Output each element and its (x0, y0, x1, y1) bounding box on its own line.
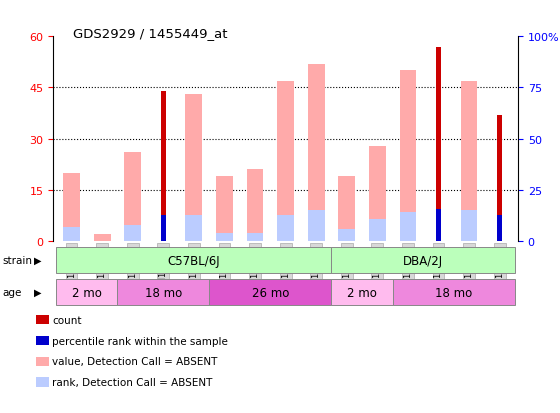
FancyBboxPatch shape (56, 247, 332, 274)
Bar (436, 47, 441, 242)
Text: rank, Detection Call = ABSENT: rank, Detection Call = ABSENT (52, 377, 212, 387)
Bar (185, 215, 202, 242)
Text: 18 mo: 18 mo (144, 286, 182, 299)
Bar (461, 211, 478, 242)
Text: 18 mo: 18 mo (435, 286, 473, 299)
Bar (216, 233, 233, 242)
Text: 26 mo: 26 mo (251, 286, 289, 299)
Bar (277, 81, 294, 242)
Bar (399, 213, 416, 242)
Bar (338, 229, 355, 242)
Text: 2 mo: 2 mo (347, 286, 377, 299)
Bar (185, 95, 202, 242)
Bar (308, 211, 325, 242)
Bar (399, 71, 416, 242)
Text: DBA/2J: DBA/2J (403, 254, 444, 267)
FancyBboxPatch shape (118, 279, 209, 306)
Bar (246, 233, 263, 242)
Bar (63, 173, 80, 242)
Bar (497, 215, 502, 242)
Text: ▶: ▶ (34, 255, 42, 265)
FancyBboxPatch shape (332, 279, 393, 306)
FancyBboxPatch shape (393, 279, 515, 306)
Bar (461, 81, 478, 242)
Bar (436, 210, 441, 242)
Bar (94, 235, 110, 242)
FancyBboxPatch shape (332, 247, 515, 274)
Text: count: count (52, 315, 82, 325)
FancyBboxPatch shape (56, 279, 118, 306)
Text: GDS2929 / 1455449_at: GDS2929 / 1455449_at (73, 27, 227, 40)
Bar (369, 219, 386, 242)
Text: 2 mo: 2 mo (72, 286, 102, 299)
FancyBboxPatch shape (209, 279, 332, 306)
Bar (497, 116, 502, 242)
Bar (63, 227, 80, 242)
Bar (246, 170, 263, 242)
Text: percentile rank within the sample: percentile rank within the sample (52, 336, 228, 346)
Bar (277, 215, 294, 242)
Text: age: age (3, 287, 22, 297)
Bar (161, 92, 166, 242)
Text: strain: strain (3, 255, 33, 265)
Text: C57BL/6J: C57BL/6J (167, 254, 220, 267)
Bar (124, 153, 141, 242)
Text: value, Detection Call = ABSENT: value, Detection Call = ABSENT (52, 356, 217, 366)
Bar (216, 177, 233, 242)
Bar (338, 177, 355, 242)
Bar (161, 215, 166, 242)
Bar (124, 225, 141, 242)
Bar (369, 146, 386, 242)
Text: ▶: ▶ (34, 287, 42, 297)
Bar (308, 64, 325, 242)
